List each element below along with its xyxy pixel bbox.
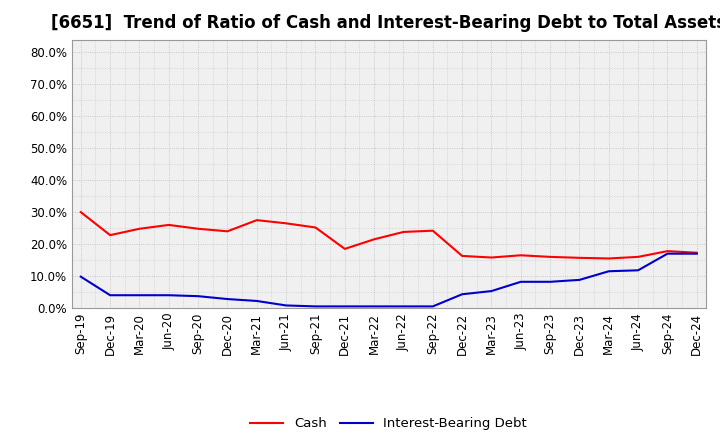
Interest-Bearing Debt	[370, 304, 379, 309]
Interest-Bearing Debt	[428, 304, 437, 309]
Cash	[516, 253, 525, 258]
Interest-Bearing Debt	[516, 279, 525, 284]
Cash	[311, 225, 320, 230]
Cash	[194, 226, 202, 231]
Cash	[135, 226, 144, 231]
Cash	[282, 221, 290, 226]
Interest-Bearing Debt	[194, 293, 202, 299]
Title: [6651]  Trend of Ratio of Cash and Interest-Bearing Debt to Total Assets: [6651] Trend of Ratio of Cash and Intere…	[51, 15, 720, 33]
Interest-Bearing Debt	[487, 289, 496, 294]
Cash	[76, 209, 85, 215]
Interest-Bearing Debt	[223, 297, 232, 302]
Cash	[223, 229, 232, 234]
Cash	[487, 255, 496, 260]
Cash	[693, 250, 701, 255]
Interest-Bearing Debt	[663, 251, 672, 257]
Interest-Bearing Debt	[106, 293, 114, 298]
Interest-Bearing Debt	[341, 304, 349, 309]
Interest-Bearing Debt	[399, 304, 408, 309]
Interest-Bearing Debt	[311, 304, 320, 309]
Interest-Bearing Debt	[76, 274, 85, 279]
Cash	[253, 217, 261, 223]
Cash	[428, 228, 437, 233]
Interest-Bearing Debt	[693, 251, 701, 257]
Line: Cash: Cash	[81, 212, 697, 258]
Interest-Bearing Debt	[253, 298, 261, 304]
Interest-Bearing Debt	[164, 293, 173, 298]
Cash	[663, 249, 672, 254]
Legend: Cash, Interest-Bearing Debt: Cash, Interest-Bearing Debt	[245, 412, 533, 436]
Cash	[106, 232, 114, 238]
Cash	[341, 246, 349, 252]
Cash	[164, 222, 173, 227]
Cash	[546, 254, 554, 260]
Cash	[458, 253, 467, 259]
Cash	[605, 256, 613, 261]
Interest-Bearing Debt	[458, 292, 467, 297]
Interest-Bearing Debt	[546, 279, 554, 284]
Interest-Bearing Debt	[282, 303, 290, 308]
Interest-Bearing Debt	[135, 293, 144, 298]
Interest-Bearing Debt	[634, 268, 642, 273]
Cash	[634, 254, 642, 260]
Cash	[575, 255, 584, 260]
Interest-Bearing Debt	[605, 268, 613, 274]
Line: Interest-Bearing Debt: Interest-Bearing Debt	[81, 254, 697, 306]
Interest-Bearing Debt	[575, 277, 584, 282]
Cash	[370, 237, 379, 242]
Cash	[399, 229, 408, 235]
